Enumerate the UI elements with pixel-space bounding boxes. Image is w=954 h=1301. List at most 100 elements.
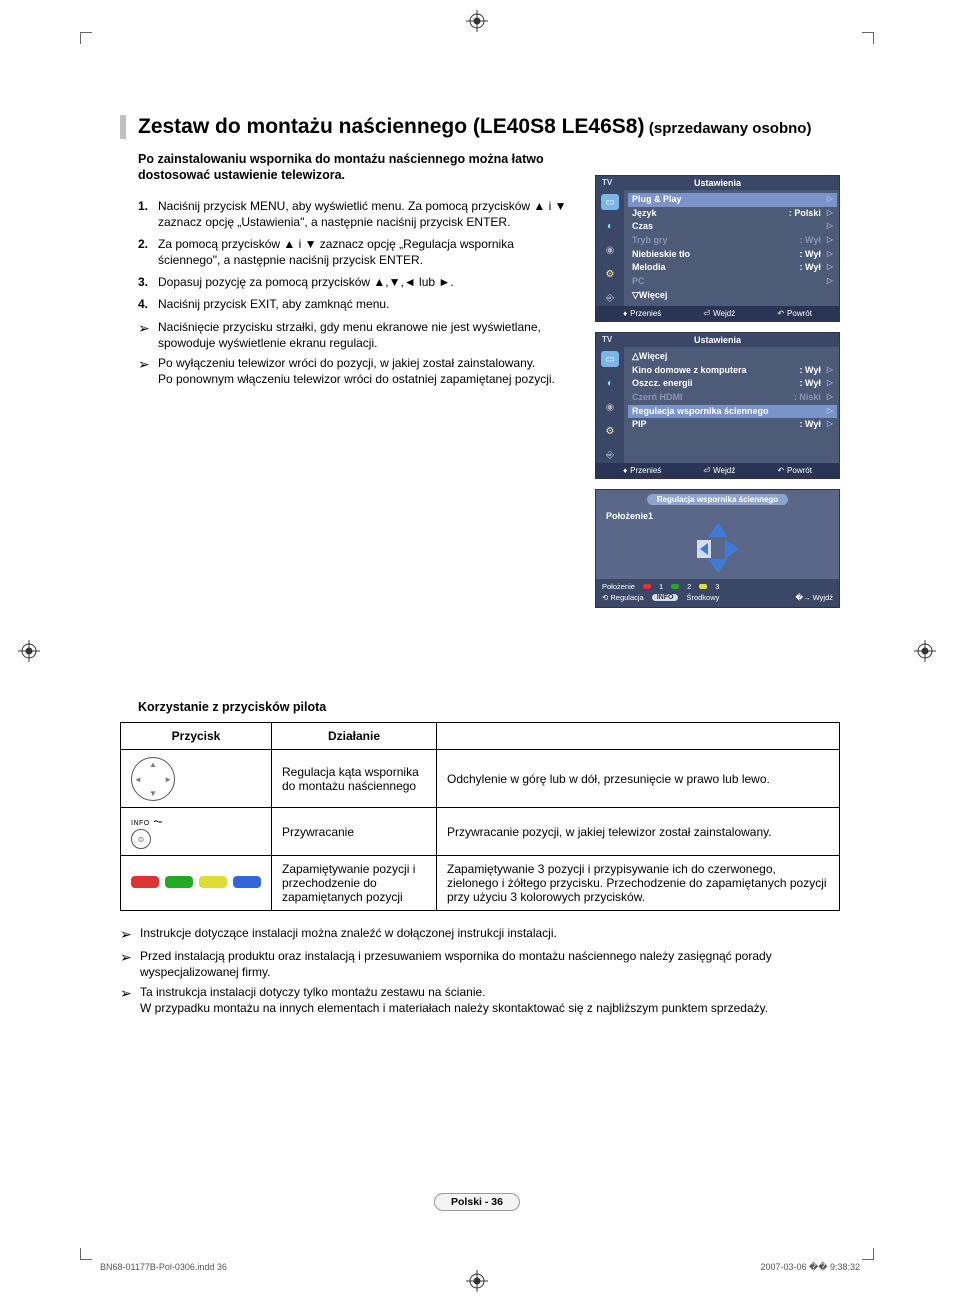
- channel-icon: ◉: [601, 399, 619, 415]
- step-item: 1. Naciśnij przycisk MENU, aby wyświetli…: [138, 198, 568, 230]
- osd-menu-row: ▽Więcej: [632, 289, 833, 303]
- setup-icon: ⚙: [601, 423, 619, 439]
- osd-enter-hint: ⏎ Wejdź: [703, 466, 735, 475]
- step-item: 4. Naciśnij przycisk EXIT, aby zamknąć m…: [138, 296, 568, 312]
- osd-adjust-label: ⟲ Regulacja: [602, 593, 644, 602]
- arrow-icon: ➢: [138, 319, 158, 351]
- osd-pos-footer: Położenie 1 2 3 ⟲ Regulacja INFO Środkow…: [596, 579, 839, 607]
- page-content: Zestaw do montażu naściennego (LE40S8 LE…: [120, 115, 840, 391]
- input-icon: ⎆: [601, 290, 619, 306]
- osd-pos-pill: Regulacja wspornika ściennego: [647, 494, 788, 505]
- button-cell-info: INFO ⏦ ⊜: [121, 808, 272, 856]
- picture-icon: ▭: [601, 351, 619, 367]
- crop-mark: [862, 1248, 874, 1260]
- osd-header: TV Ustawienia: [596, 176, 839, 190]
- step-text: Za pomocą przycisków ▲ i ▼ zaznacz opcję…: [158, 236, 568, 268]
- action-cell: Przywracanie: [272, 808, 437, 856]
- sound-icon: ◐: [601, 218, 619, 234]
- dpad-left-icon: [697, 540, 711, 558]
- crop-mark: [862, 32, 874, 44]
- step-text: Naciśnij przycisk EXIT, aby zamknąć menu…: [158, 296, 568, 312]
- desc-cell: Przywracanie pozycji, w jakiej telewizor…: [437, 808, 840, 856]
- action-cell: Zapamiętywanie pozycji i przechodzenie d…: [272, 856, 437, 911]
- osd-title: Ustawienia: [694, 178, 741, 188]
- yellow-button-icon: [199, 876, 227, 888]
- osd-menu-row: PC▷: [632, 275, 833, 289]
- button-cell-colors: [121, 856, 272, 911]
- osd-panel-position: Regulacja wspornika ściennego Położenie1…: [595, 489, 840, 608]
- osd-menu-row: Plug & Play▷: [628, 193, 837, 207]
- osd-menu: Plug & Play▷Język: Polski▷Czas▷Tryb gry:…: [624, 190, 839, 306]
- note-item: ➢ Przed instalacją produktu oraz instala…: [120, 948, 840, 980]
- step-number: 1.: [138, 198, 158, 230]
- header-button: Przycisk: [121, 723, 272, 750]
- osd-title: Ustawienia: [694, 335, 741, 345]
- step-number: 2.: [138, 236, 158, 268]
- arrow-icon: ➢: [120, 925, 140, 944]
- note-item: ➢ Po wyłączeniu telewizor wróci do pozyc…: [138, 355, 568, 387]
- header-spacer: [437, 723, 840, 750]
- osd-pos-title: Regulacja wspornika ściennego: [596, 490, 839, 505]
- osd-tv-label: TV: [602, 178, 612, 187]
- osd-menu: △WięcejKino domowe z komputera: Wył▷Oszc…: [624, 347, 839, 463]
- osd-screenshots: TV Ustawienia ▭ ◐ ◉ ⚙ ⎆ Plug & Play▷Języ…: [595, 175, 840, 618]
- table-row: ▲◄►▼ Regulacja kąta wspornika do montażu…: [121, 750, 840, 808]
- page-title-bar: Zestaw do montażu naściennego (LE40S8 LE…: [120, 115, 840, 139]
- yellow-dot-icon: [699, 584, 707, 589]
- osd-pos-foot-label: Położenie: [602, 582, 635, 591]
- dpad-right-icon: [725, 539, 739, 559]
- osd-position-label: Położenie1: [606, 511, 829, 521]
- osd-return-hint: ↶ Powrót: [777, 309, 812, 318]
- print-filename: BN68-01177B-Pol-0306.indd 36: [100, 1262, 227, 1273]
- osd-exit-label: �→ Wyjdź: [795, 593, 833, 602]
- osd-enter-hint: ⏎ Wejdź: [703, 309, 735, 318]
- green-dot-icon: [671, 584, 679, 589]
- arrow-icon: ➢: [120, 948, 140, 980]
- table-header-row: Przycisk Działanie: [121, 723, 840, 750]
- osd-tv-label: TV: [602, 335, 612, 344]
- registration-mark: [466, 1270, 488, 1292]
- red-dot-icon: [643, 584, 651, 589]
- osd-header: TV Ustawienia: [596, 333, 839, 347]
- osd-panel-1: TV Ustawienia ▭ ◐ ◉ ⚙ ⎆ Plug & Play▷Języ…: [595, 175, 840, 322]
- intro-text: Po zainstalowaniu wspornika do montażu n…: [138, 151, 558, 184]
- osd-menu-row: Tryb gry: Wył▷: [632, 234, 833, 248]
- blue-button-icon: [233, 876, 261, 888]
- registration-mark: [466, 10, 488, 32]
- note-text: Naciśnięcie przycisku strzałki, gdy menu…: [158, 319, 568, 351]
- picture-icon: ▭: [601, 194, 619, 210]
- note-text: Instrukcje dotyczące instalacji można zn…: [140, 925, 840, 944]
- registration-mark: [18, 640, 40, 662]
- osd-menu-row: Oszcz. energii: Wył▷: [632, 377, 833, 391]
- step-item: 2. Za pomocą przycisków ▲ i ▼ zaznacz op…: [138, 236, 568, 268]
- osd-menu-row: Język: Polski▷: [632, 207, 833, 221]
- dpad-icon: ▲◄►▼: [131, 757, 175, 801]
- desc-cell: Zapamiętywanie 3 pozycji i przypisywanie…: [437, 856, 840, 911]
- page-title: Zestaw do montażu naściennego (LE40S8 LE…: [138, 115, 644, 138]
- red-button-icon: [131, 876, 159, 888]
- registration-mark: [914, 640, 936, 662]
- input-icon: ⎆: [601, 447, 619, 463]
- osd-menu-row: Niebieskie tło: Wył▷: [632, 248, 833, 262]
- green-button-icon: [165, 876, 193, 888]
- note-item: ➢ Ta instrukcja instalacji dotyczy tylko…: [120, 984, 840, 1016]
- page-footer: Polski - 36: [0, 1192, 954, 1211]
- osd-menu-row: Melodia: Wył▷: [632, 261, 833, 275]
- osd-sidebar-icons: ▭ ◐ ◉ ⚙ ⎆: [596, 190, 624, 306]
- dpad-up-icon: [708, 523, 728, 537]
- table-row: INFO ⏦ ⊜ Przywracanie Przywracanie pozyc…: [121, 808, 840, 856]
- desc-cell: Odchylenie w górę lub w dół, przesunięci…: [437, 750, 840, 808]
- action-cell: Regulacja kąta wspornika do montażu naśc…: [272, 750, 437, 808]
- osd-menu-row: Kino domowe z komputera: Wył▷: [632, 364, 833, 378]
- note-text: Ta instrukcja instalacji dotyczy tylko m…: [140, 984, 840, 1016]
- info-button-icon: INFO ⏦ ⊜: [131, 814, 163, 849]
- osd-move-hint: ♦ Przenieś: [623, 309, 661, 318]
- osd-footer: ♦ Przenieś ⏎ Wejdź ↶ Powrót: [596, 463, 839, 478]
- button-cell-dpad: ▲◄►▼: [121, 750, 272, 808]
- color-buttons-icon: [131, 876, 261, 888]
- sound-icon: ◐: [601, 375, 619, 391]
- bottom-notes: ➢ Instrukcje dotyczące instalacji można …: [120, 925, 840, 1017]
- remote-heading: Korzystanie z przycisków pilota: [138, 700, 840, 714]
- osd-dpad: [606, 523, 829, 575]
- note-text: Po wyłączeniu telewizor wróci do pozycji…: [158, 355, 568, 387]
